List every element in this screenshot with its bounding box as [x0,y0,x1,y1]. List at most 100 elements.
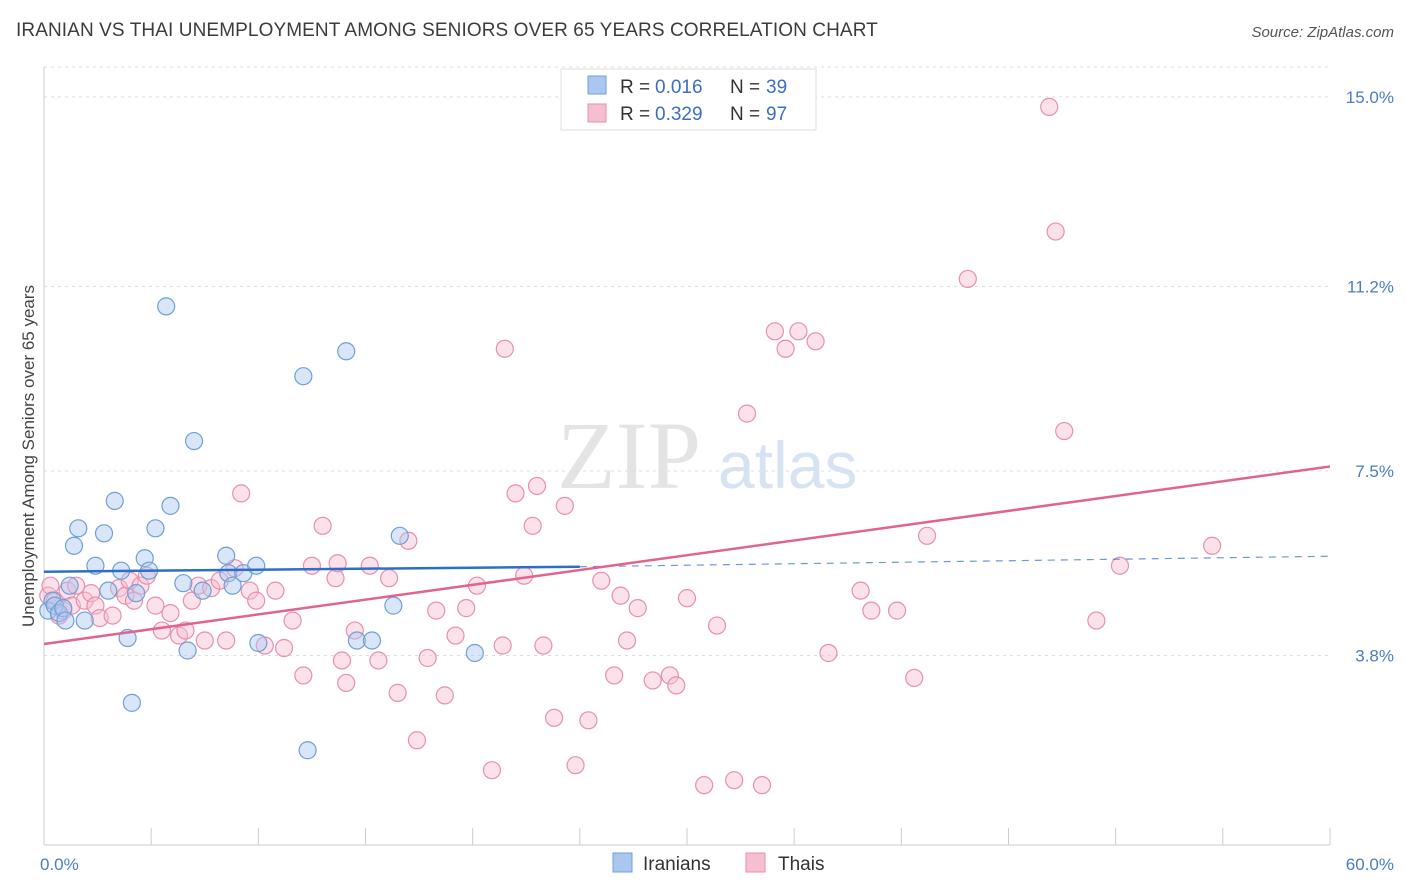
thais-point [369,651,388,670]
thais-point [435,686,454,705]
y-axis-label: Unemployment Among Seniors over 65 years [19,285,38,627]
iranians-point [127,584,146,603]
iranians-point [99,581,118,600]
chart-title: IRANIAN VS THAI UNEMPLOYMENT AMONG SENIO… [16,20,878,41]
bottom-legend-label-thais: Thais [778,854,824,875]
thais-point [313,516,332,535]
iranians-point [337,342,356,361]
thais-point [1055,421,1074,441]
thais-point [862,601,881,620]
thais-point [566,756,585,775]
x-tick-label-max: 60.0% [1346,855,1394,874]
thais-point [617,631,637,650]
watermark-zip: ZIP [557,402,701,509]
thais-point [752,776,772,795]
iranians-trend-line [43,565,580,573]
iranians-point [465,643,484,663]
x-ticks [43,828,1331,845]
iranians-point [174,574,193,593]
thais-point [667,676,686,695]
thais-point [643,671,662,690]
thais-point [545,708,564,727]
legend-r-value-thais: 0.329 [655,104,703,125]
y-tick-label: 3.8% [1355,646,1394,665]
thais-point [527,476,547,496]
thais-point [628,599,647,618]
thais-point [851,581,870,600]
thais-point [41,576,60,595]
legend-n-value-thais: 97 [766,104,787,125]
y-tick-labels: 3.8% 7.5% 11.2% 15.0% [1346,88,1394,666]
iranians-points [39,297,484,760]
thais-point [328,554,347,573]
iranians-point [122,693,141,712]
thais-point [427,601,446,620]
iranians-point [75,611,94,630]
thais-point [737,404,757,423]
thais-point [958,269,977,289]
iranians-point [161,496,180,515]
legend-swatch-iranians [587,75,607,95]
thais-point [555,496,574,515]
trend-lines [43,465,1331,646]
source-label: Source: ZipAtlas.com [1251,24,1394,41]
iranians-trend-extension [579,555,1331,568]
iranians-point [294,367,313,386]
thais-point [146,596,165,615]
thais-point [534,636,553,655]
thais-point [887,601,907,620]
correlation-legend: R = 0.016 N = 39 R = 0.329 N = 97 [560,68,817,131]
thais-point [611,586,630,605]
thais-point [379,569,399,588]
thais-point [124,591,144,610]
thais-point [247,591,266,610]
thais-point [493,636,512,655]
thais-point [506,484,525,503]
thais-point [457,599,476,618]
legend-r-label-iranians: R = [620,77,650,98]
thais-point [917,526,937,545]
iranians-point [347,631,367,650]
thais-point [332,651,352,670]
thais-point [695,776,714,795]
thais-point [418,648,437,668]
thais-point [195,631,214,650]
thais-point [116,586,135,605]
thais-point [274,638,294,658]
thais-point [302,556,322,575]
bottom-legend-swatch-iranians [612,852,633,873]
thais-point [819,643,838,663]
thais-point [103,606,122,625]
iranians-point [56,611,75,630]
thais-point [283,611,302,630]
thais-point [326,569,345,588]
thais-point [388,683,407,702]
iranians-point [193,581,212,600]
bottom-legend-swatch-thais [745,852,766,873]
thais-point [360,556,379,575]
iranians-point [105,491,124,510]
thais-point [495,339,514,358]
iranians-point [146,519,165,538]
thais-point [337,673,356,693]
iranians-point [249,633,268,653]
thais-trend-line [43,465,1331,646]
legend-n-label-iranians: N = [730,77,760,98]
iranians-point [60,576,79,595]
legend-n-label-thais: N = [730,104,760,125]
iranians-point [64,536,84,555]
thais-point [905,668,924,688]
thais-point [1046,222,1065,241]
iranians-point [384,596,403,615]
thais-point [67,576,86,595]
thais-point [592,571,611,590]
grid-lines [44,66,1330,656]
iranians-point [217,546,236,565]
thais-point [806,332,825,351]
iranians-point [69,519,88,538]
legend-r-label-thais: R = [620,104,650,125]
thais-point [707,616,727,635]
thais-point [217,631,236,650]
series-legend: Iranians Thais [612,852,824,875]
